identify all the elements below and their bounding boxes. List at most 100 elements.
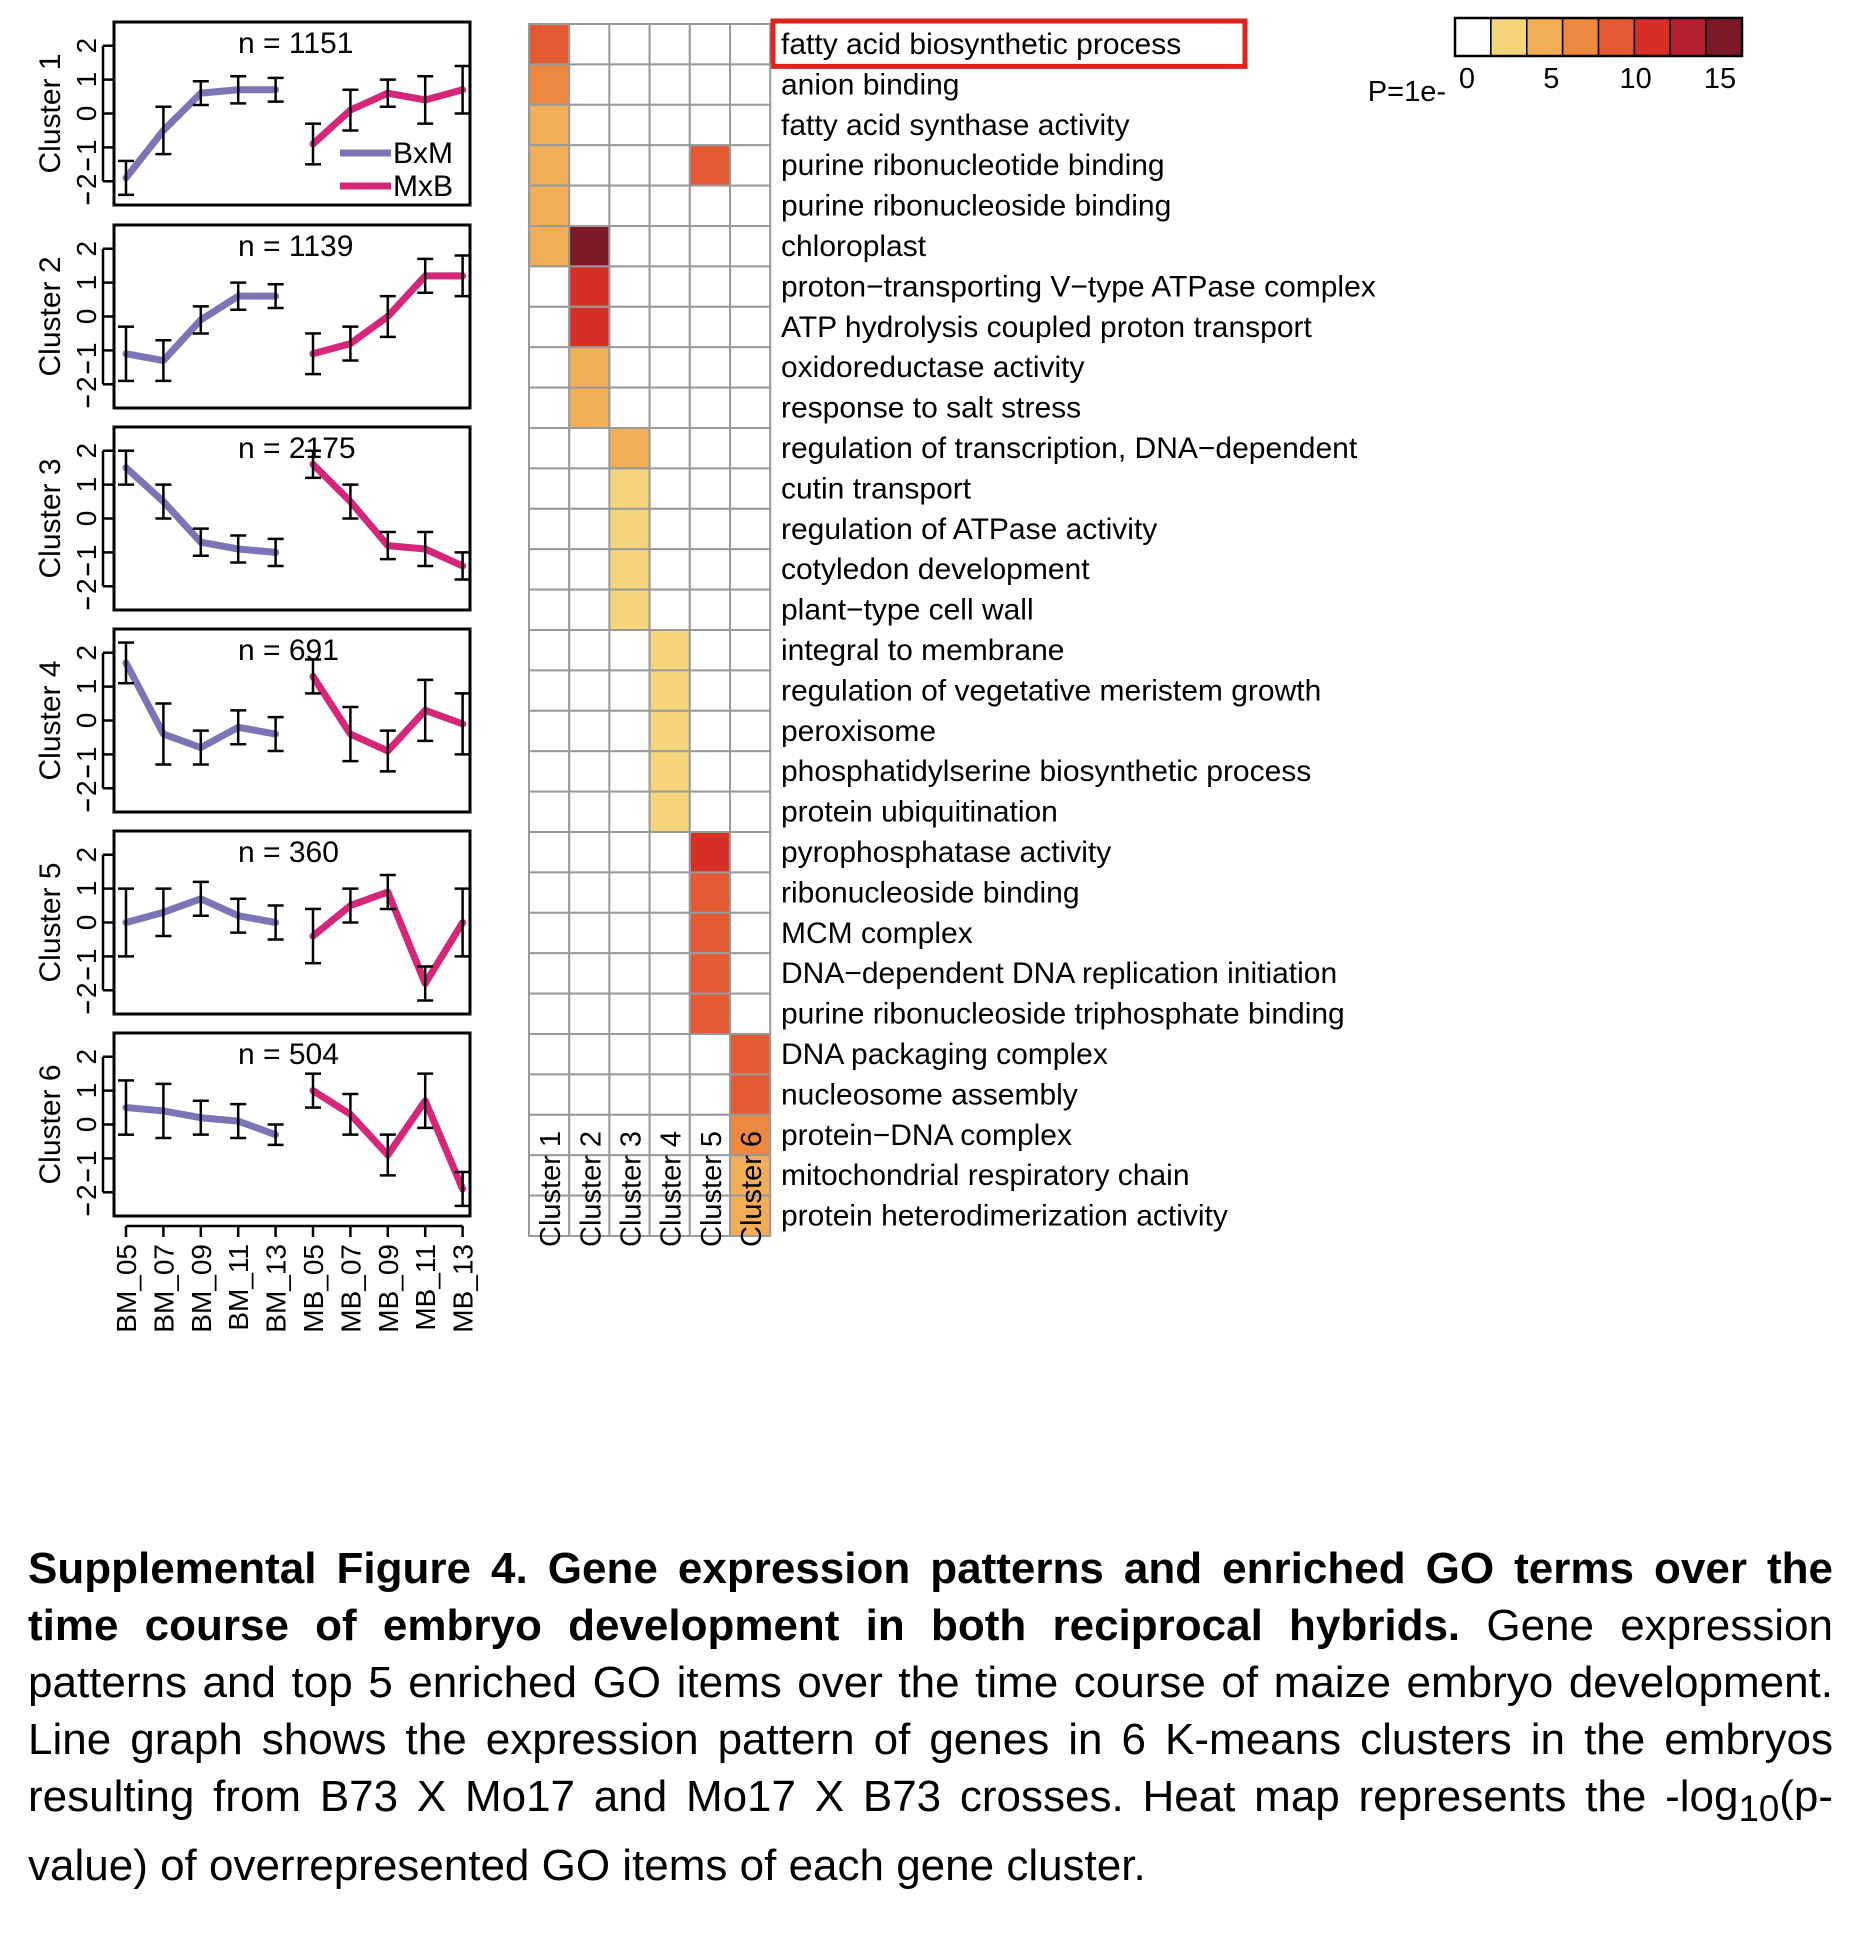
colorbar-swatch <box>1526 17 1564 57</box>
heatmap-cell <box>688 629 731 672</box>
heatmap-cell <box>568 225 611 268</box>
heatmap-cell <box>608 63 651 106</box>
heatmap-cell <box>729 23 772 66</box>
error-bar <box>118 1079 134 1136</box>
heatmap-cell <box>608 507 651 551</box>
error-bar <box>118 325 134 383</box>
error-bar <box>305 332 321 376</box>
heatmap-cell <box>688 871 731 914</box>
y-tick-label: 1 <box>71 949 102 965</box>
error-bar <box>454 887 471 958</box>
error-bar <box>192 305 209 335</box>
error-bar <box>267 76 284 103</box>
error-bar <box>417 74 434 125</box>
heatmap-cell <box>568 1033 611 1076</box>
heatmap-cell <box>608 144 651 187</box>
error-bar <box>417 257 434 295</box>
heatmap-cell <box>608 305 651 349</box>
heatmap-cell <box>688 750 731 793</box>
x-tick-label: BM_11 <box>223 1244 254 1331</box>
y-tick-label: 2 <box>71 780 102 796</box>
error-bar <box>192 729 209 766</box>
heatmap-cell <box>608 1073 651 1116</box>
heatmap-cell <box>688 669 731 712</box>
error-bar <box>417 1072 434 1130</box>
go-term-label: plant−type cell wall <box>781 594 1034 627</box>
heatmap-cell <box>729 427 772 470</box>
go-term-label: cutin transport <box>781 472 972 505</box>
heatmap-cell <box>528 103 571 147</box>
heatmap-cell <box>568 1154 611 1197</box>
heatmap-cell <box>648 103 691 147</box>
heatmap-row: protein heterodimerization activity <box>528 1194 1228 1237</box>
heatmap-cell <box>729 952 772 995</box>
heatmap-cell <box>608 952 651 995</box>
y-tick-label: 2 <box>71 1049 102 1065</box>
go-term-label: oxidoreductase activity <box>781 351 1085 384</box>
heatmap-cell <box>729 1194 772 1237</box>
heatmap-cell <box>648 265 691 308</box>
heatmap-row: nucleosome assembly <box>528 1073 1078 1116</box>
series-bxm <box>118 641 284 766</box>
heatmap-cell <box>729 750 772 793</box>
heatmap-cell <box>608 831 651 874</box>
go-term-label: mitochondrial respiratory chain <box>781 1159 1190 1192</box>
heatmap-row: anion binding <box>528 63 960 106</box>
y-tick-label: 1 <box>71 881 102 897</box>
caption-body-end: (p-value) of overrepresented GO items of… <box>28 1772 1833 1890</box>
heatmap-cell <box>608 386 651 430</box>
cluster-label: Cluster 4 <box>34 660 67 780</box>
error-bar <box>342 483 359 520</box>
colorbar-legend: 0 5 10 15 P=1e- <box>1368 16 1744 108</box>
go-term-label: DNA−dependent DNA replication initiation <box>781 957 1337 990</box>
heatmap-row: DNA packaging complex <box>528 1033 1108 1076</box>
heatmap-cell <box>608 184 651 228</box>
heatmap-cell <box>729 305 772 349</box>
heatmap-cell <box>568 952 611 995</box>
heatmap-cell <box>608 871 651 914</box>
heatmap-cell <box>648 588 691 631</box>
heatmap-cell <box>608 467 651 510</box>
heatmap-cell <box>729 992 772 1035</box>
x-tick-label: BM_09 <box>186 1244 217 1333</box>
heatmap-cell <box>528 23 571 66</box>
heatmap-row: MCM complex <box>528 911 973 955</box>
heatmap-cell <box>568 911 611 955</box>
heatmap-cell <box>648 144 691 187</box>
heatmap-cell <box>688 1194 731 1237</box>
heatmap-row: purine ribonucleoside binding <box>528 184 1171 228</box>
go-term-label: cotyledon development <box>781 553 1090 586</box>
error-bar <box>267 537 284 568</box>
heatmap-cell <box>729 63 772 106</box>
error-bar <box>230 897 247 934</box>
heatmap-cell <box>568 63 611 106</box>
heatmap-cell <box>648 629 691 672</box>
go-term-label: MCM complex <box>781 917 973 950</box>
heatmap-cell <box>688 346 731 389</box>
line-graph-x-axis: BM_05 BM_07 BM_09 BM_11 BM_13 MB_05 MB_07 MB_09… <box>111 1224 479 1333</box>
heatmap-cell <box>608 23 651 66</box>
error-bar <box>118 449 134 486</box>
heatmap-cell <box>568 1194 611 1237</box>
y-tick-label: 0 <box>71 1117 102 1133</box>
heatmap-cell <box>648 1194 691 1237</box>
heatmap-cell <box>729 831 772 874</box>
error-bar <box>267 904 284 941</box>
heatmap-cell <box>648 346 691 389</box>
heatmap-cell <box>729 669 772 712</box>
x-tick-label: BM_07 <box>148 1244 179 1333</box>
heatmap-cell <box>688 144 731 187</box>
error-bar <box>379 530 396 561</box>
go-term-label: anion binding <box>781 68 960 101</box>
y-tick-label: 2 <box>71 1184 102 1200</box>
error-bar <box>192 80 209 107</box>
heatmap-cell <box>729 1033 772 1076</box>
y-tick-label: 2 <box>71 982 102 998</box>
heatmap-row: fatty acid biosynthetic process <box>528 18 1248 69</box>
series-mxb <box>305 1072 471 1208</box>
y-tick-label: 2 <box>71 847 102 863</box>
heatmap-cell <box>608 225 651 268</box>
heatmap-cell <box>568 507 611 551</box>
heatmap-cell <box>688 1154 731 1197</box>
